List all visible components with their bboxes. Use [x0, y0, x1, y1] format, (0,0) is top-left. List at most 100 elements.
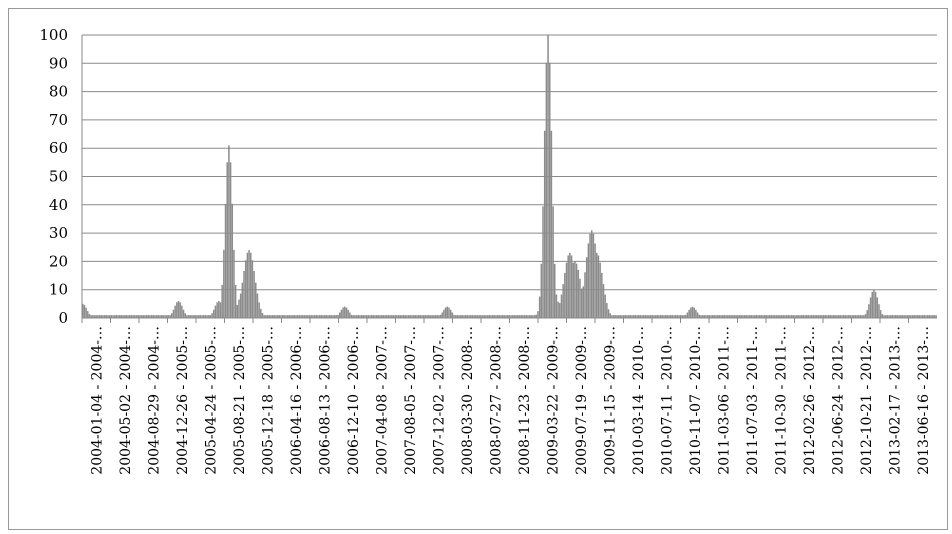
- bar: [864, 314, 867, 318]
- bar: [159, 315, 161, 318]
- bar: [125, 315, 128, 318]
- bar: [302, 315, 304, 318]
- bar: [179, 302, 181, 318]
- bar: [802, 315, 805, 318]
- bar: [849, 315, 852, 318]
- bar: [543, 130, 546, 318]
- bar: [463, 315, 465, 318]
- bar: [391, 315, 393, 318]
- bar: [441, 312, 443, 318]
- bar: [935, 315, 937, 318]
- bar: [196, 315, 198, 318]
- bar: [654, 315, 657, 318]
- bar: [913, 315, 915, 318]
- bar: [715, 315, 717, 318]
- bar: [243, 270, 245, 318]
- bar: [609, 313, 611, 318]
- bar: [456, 315, 459, 318]
- bar: [589, 233, 591, 318]
- bar: [154, 315, 156, 318]
- bar: [780, 315, 783, 318]
- bar: [424, 315, 427, 318]
- chart-frame: [8, 8, 948, 530]
- bar: [512, 315, 514, 318]
- bar: [475, 315, 477, 318]
- bar: [411, 315, 413, 318]
- bar: [790, 315, 793, 318]
- bar: [624, 315, 627, 318]
- bar: [596, 252, 598, 318]
- bar: [809, 315, 811, 318]
- bar: [312, 315, 314, 318]
- bar: [260, 308, 262, 318]
- bar: [303, 315, 306, 318]
- bar: [626, 315, 628, 318]
- bar: [313, 315, 316, 318]
- bar: [174, 305, 176, 318]
- bar: [900, 315, 902, 318]
- bar: [606, 303, 608, 318]
- bar: [622, 315, 625, 318]
- x-tick-label: 2012-06-24 - 2012-…: [830, 326, 846, 475]
- bar: [688, 309, 690, 318]
- bar: [821, 315, 823, 318]
- bar: [517, 315, 519, 318]
- bar: [800, 315, 803, 318]
- bar: [345, 307, 348, 318]
- y-tick-label: 40: [49, 196, 68, 214]
- bar: [905, 315, 907, 318]
- bar: [417, 315, 420, 318]
- bar: [747, 315, 749, 318]
- bar: [496, 315, 499, 318]
- bar: [619, 315, 622, 318]
- bar: [748, 315, 751, 318]
- bar: [244, 260, 247, 318]
- bar: [611, 315, 613, 318]
- x-tick-label: 2006-08-13 - 2006-…: [317, 326, 333, 475]
- bar: [784, 315, 786, 318]
- x-tick-label: 2010-07-11 - 2010-…: [659, 326, 675, 475]
- bar: [144, 315, 146, 318]
- bar: [461, 315, 464, 318]
- bar: [416, 315, 418, 318]
- bar: [895, 315, 897, 318]
- bar: [189, 315, 192, 318]
- bar: [727, 315, 729, 318]
- bar: [444, 307, 447, 318]
- bar: [327, 315, 329, 318]
- bar: [879, 310, 882, 318]
- bar: [379, 315, 381, 318]
- bar: [199, 315, 202, 318]
- bar: [590, 230, 593, 318]
- bar: [787, 315, 790, 318]
- bar: [753, 315, 756, 318]
- bar: [297, 315, 299, 318]
- bar: [666, 315, 669, 318]
- x-tick-label: 2011-03-06 - 2011-…: [716, 326, 732, 475]
- bar: [139, 315, 141, 318]
- bar: [328, 315, 331, 318]
- bar: [763, 315, 766, 318]
- bar: [426, 315, 428, 318]
- bar: [562, 284, 564, 318]
- x-tick-label: 2009-11-15 - 2009-…: [602, 326, 618, 475]
- bar: [177, 301, 180, 318]
- bar: [676, 315, 679, 318]
- bar: [599, 262, 601, 318]
- bar: [87, 311, 89, 318]
- bar: [873, 289, 875, 318]
- bar: [693, 307, 695, 318]
- x-tick-label: 2010-03-14 - 2010-…: [631, 326, 647, 475]
- bar: [169, 315, 171, 318]
- bar: [374, 315, 376, 318]
- bar: [471, 315, 474, 318]
- bar: [197, 315, 200, 318]
- bar: [307, 315, 309, 318]
- bar: [758, 315, 761, 318]
- bar: [884, 315, 887, 318]
- bar: [103, 315, 106, 318]
- bar: [732, 315, 734, 318]
- bar: [559, 303, 561, 318]
- bar: [805, 315, 808, 318]
